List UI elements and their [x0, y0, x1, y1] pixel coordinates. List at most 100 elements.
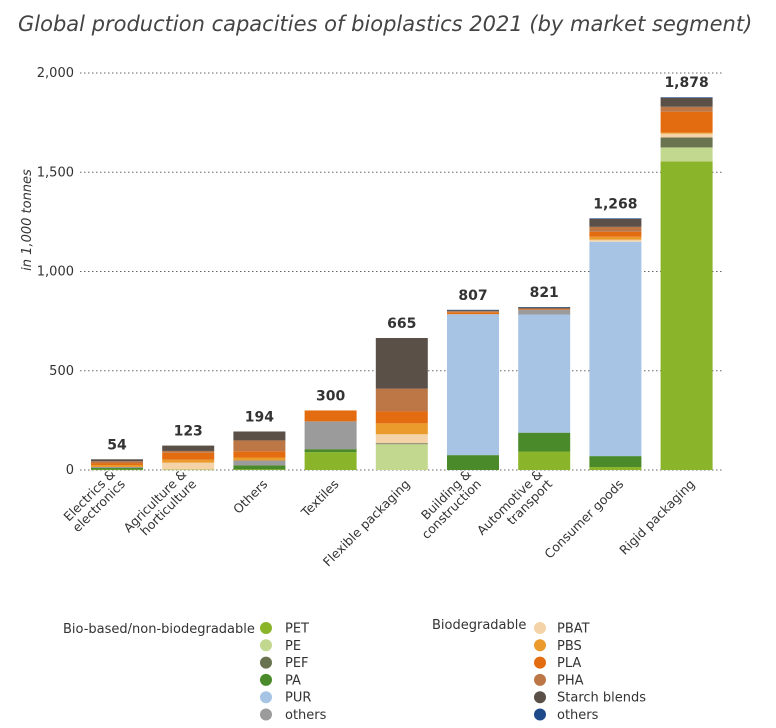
bar-segment	[447, 455, 499, 470]
legend-swatch	[534, 691, 546, 704]
legend-swatch	[260, 656, 272, 669]
legend-swatch	[260, 673, 272, 686]
bar-segment	[375, 443, 428, 445]
legend-group-title: Bio-based/non-biodegradable	[63, 622, 255, 637]
bar-segment	[589, 218, 642, 219]
bar-segment	[375, 337, 428, 389]
bar-segment	[660, 147, 713, 162]
legend-swatch	[260, 708, 272, 721]
bar-segment	[162, 452, 215, 460]
category-label: Consumer goods	[541, 476, 626, 561]
bar-segment	[304, 421, 357, 450]
bar-segment	[233, 465, 286, 470]
bar-segment	[375, 411, 428, 424]
bar-total-label: 821	[530, 285, 559, 301]
bar-segment	[233, 451, 286, 458]
bar-total-label: 194	[245, 409, 274, 425]
bar-segment	[233, 457, 286, 461]
category-label: Textiles	[297, 476, 341, 520]
bar-segment	[375, 434, 428, 444]
y-tick-label: 1,000	[37, 265, 74, 280]
bar-segment	[660, 97, 713, 98]
bar-segment	[91, 467, 143, 469]
bar-segment	[233, 431, 286, 441]
bars	[91, 97, 713, 471]
bar-segment	[447, 310, 499, 312]
bar-segment	[589, 241, 642, 457]
legend-swatch	[534, 622, 546, 634]
bar-segment	[660, 97, 713, 107]
bar-segment	[589, 231, 642, 237]
legend-label: PET	[285, 622, 309, 637]
bar-segment	[91, 469, 143, 471]
bar-total-label: 665	[387, 316, 416, 332]
category-label-line: Consumer goods	[541, 476, 626, 561]
bar-segment	[162, 462, 215, 470]
bar-total-label: 807	[458, 288, 487, 304]
bar-segment	[162, 459, 215, 463]
bar-total-label: 1,268	[593, 196, 637, 212]
legend-label: PLA	[557, 656, 581, 671]
bar-segment	[91, 468, 143, 470]
total-labels: 54 123 194 300 665 807 821 1,268 1,878	[107, 75, 708, 453]
legend-swatch	[534, 656, 546, 669]
legend-swatch	[534, 708, 546, 721]
bar-segment	[375, 423, 428, 435]
y-axis-ticks: 0 500 1,000 1,500 2,000	[37, 66, 74, 478]
legend-label: others	[557, 708, 599, 723]
legend: Bio-based/non-biodegradable Biodegradable…	[63, 618, 646, 723]
category-label: Rigid packaging	[616, 476, 697, 557]
legend-swatch	[534, 673, 546, 686]
bar-segment	[589, 226, 642, 232]
bar-segment	[660, 137, 713, 148]
bar-segment	[660, 106, 713, 112]
bar-segment	[91, 461, 143, 464]
legend-group-title: Biodegradable	[432, 618, 526, 633]
y-tick-label: 500	[49, 364, 74, 379]
legend-label: PBS	[557, 639, 582, 654]
bar-segment	[660, 161, 713, 470]
legend-label: PA	[285, 673, 301, 688]
bar-total-label: 1,878	[664, 75, 708, 91]
bar-segment	[518, 308, 571, 310]
legend-swatch	[534, 639, 546, 652]
legend-label: PHA	[557, 673, 584, 688]
legend-label: Starch blends	[557, 691, 646, 706]
bar-segment	[660, 132, 713, 134]
legend-label: PEF	[285, 656, 309, 671]
legend-swatch	[260, 691, 272, 704]
bar-segment	[91, 463, 143, 466]
bar-total-label: 300	[316, 388, 345, 404]
category-label: Automotive &transport	[474, 466, 555, 538]
chart-title: Global production capacities of bioplast…	[18, 12, 752, 36]
legend-swatch	[260, 622, 272, 634]
category-label-line: Others	[230, 476, 270, 516]
bar-segment	[518, 432, 571, 452]
bar-segment	[518, 307, 571, 308]
bar-segment	[589, 236, 642, 240]
legend-label: PUR	[285, 691, 311, 706]
category-label: Others	[230, 476, 270, 516]
bar-segment	[304, 449, 357, 453]
bar-segment	[660, 111, 713, 133]
category-label-line: Textiles	[297, 476, 341, 520]
bar-segment	[162, 469, 215, 471]
bar-segment	[91, 459, 143, 462]
bar-segment	[233, 460, 286, 466]
bar-segment	[660, 133, 713, 138]
bar-segment	[233, 440, 286, 452]
bar-segment	[162, 450, 215, 453]
bar-segment	[304, 452, 357, 470]
bar-segment	[589, 456, 642, 468]
bar-segment	[233, 469, 286, 470]
bar-segment	[447, 314, 499, 456]
bar-segment	[518, 309, 571, 315]
bar-segment	[304, 410, 357, 422]
category-label: Building &construction	[418, 466, 484, 542]
bar-segment	[447, 312, 499, 315]
bar-segment	[589, 467, 642, 470]
bar-total-label: 123	[174, 424, 203, 440]
bar-segment	[518, 314, 571, 433]
bar-segment	[518, 307, 571, 309]
